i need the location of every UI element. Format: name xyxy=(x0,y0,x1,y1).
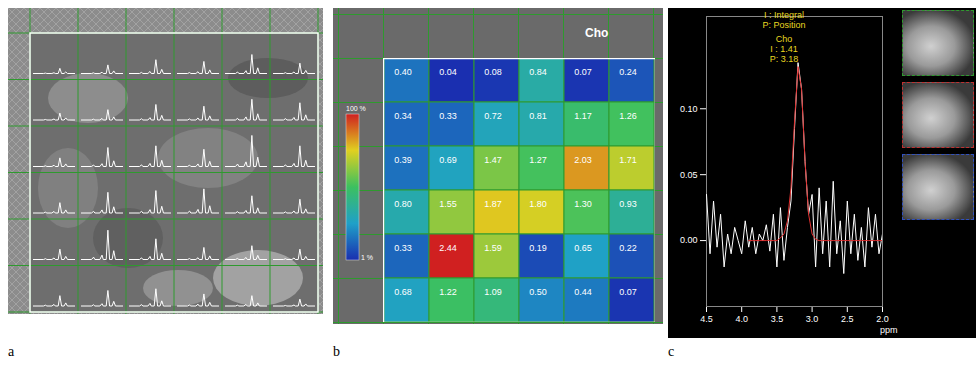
svg-text:0.84: 0.84 xyxy=(529,67,547,77)
svg-text:1.26: 1.26 xyxy=(619,111,637,121)
svg-text:100 %: 100 % xyxy=(346,105,366,112)
html-text:c: c xyxy=(668,344,675,359)
svg-text:2.5: 2.5 xyxy=(841,314,854,324)
svg-text:3.0: 3.0 xyxy=(806,314,819,324)
svg-text:0.33: 0.33 xyxy=(394,243,412,253)
svg-text:0.40: 0.40 xyxy=(394,67,412,77)
svg-text:0.07: 0.07 xyxy=(574,67,592,77)
svg-text:1 %: 1 % xyxy=(361,254,373,261)
svg-text:1.17: 1.17 xyxy=(574,111,592,121)
html-text:Cho: Cho xyxy=(775,34,793,44)
svg-text:0.08: 0.08 xyxy=(484,67,502,77)
html-text:I : 1.41: I : 1.41 xyxy=(770,44,798,54)
svg-text:0.44: 0.44 xyxy=(574,287,592,297)
html-text:a: a xyxy=(8,344,15,359)
svg-text:3.5: 3.5 xyxy=(771,314,784,324)
svg-text:0.07: 0.07 xyxy=(619,287,637,297)
html-text:P: Position: P: Position xyxy=(762,20,806,30)
svg-text:0.65: 0.65 xyxy=(574,243,592,253)
svg-text:1.87: 1.87 xyxy=(484,199,502,209)
svg-text:0.81: 0.81 xyxy=(529,111,547,121)
svg-text:0.68: 0.68 xyxy=(394,287,412,297)
svg-text:0.72: 0.72 xyxy=(484,111,502,121)
svg-text:2.03: 2.03 xyxy=(574,155,592,165)
svg-text:0.22: 0.22 xyxy=(619,243,637,253)
html-text:P: 3.18: P: 3.18 xyxy=(769,54,799,64)
svg-text:1.22: 1.22 xyxy=(439,287,457,297)
svg-text:0.80: 0.80 xyxy=(394,199,412,209)
svg-text:0.34: 0.34 xyxy=(394,111,412,121)
html-text:Cho: Cho xyxy=(585,26,609,40)
svg-text:0.93: 0.93 xyxy=(619,199,637,209)
html-text:b: b xyxy=(333,344,340,359)
svg-text:1.27: 1.27 xyxy=(529,155,547,165)
svg-text:0.50: 0.50 xyxy=(529,287,547,297)
html-text:I : Integral: I : Integral xyxy=(764,10,804,20)
svg-text:ppm: ppm xyxy=(880,325,898,335)
svg-text:0.19: 0.19 xyxy=(529,243,547,253)
svg-text:1.71: 1.71 xyxy=(619,155,637,165)
svg-text:0.24: 0.24 xyxy=(619,67,637,77)
svg-text:0.05: 0.05 xyxy=(680,170,698,180)
svg-text:0.10: 0.10 xyxy=(680,104,698,114)
svg-text:0.00: 0.00 xyxy=(680,235,698,245)
svg-text:1.09: 1.09 xyxy=(484,287,502,297)
svg-text:1.59: 1.59 xyxy=(484,243,502,253)
svg-text:4.5: 4.5 xyxy=(700,314,713,324)
svg-text:0.33: 0.33 xyxy=(439,111,457,121)
svg-text:4.0: 4.0 xyxy=(735,314,748,324)
svg-text:2.44: 2.44 xyxy=(439,243,457,253)
svg-text:1.47: 1.47 xyxy=(484,155,502,165)
svg-text:0.04: 0.04 xyxy=(439,67,457,77)
svg-text:1.30: 1.30 xyxy=(574,199,592,209)
svg-text:1.55: 1.55 xyxy=(439,199,457,209)
svg-text:0.39: 0.39 xyxy=(394,155,412,165)
svg-text:0.69: 0.69 xyxy=(439,155,457,165)
svg-text:1.80: 1.80 xyxy=(529,199,547,209)
svg-text:2.0: 2.0 xyxy=(876,314,889,324)
